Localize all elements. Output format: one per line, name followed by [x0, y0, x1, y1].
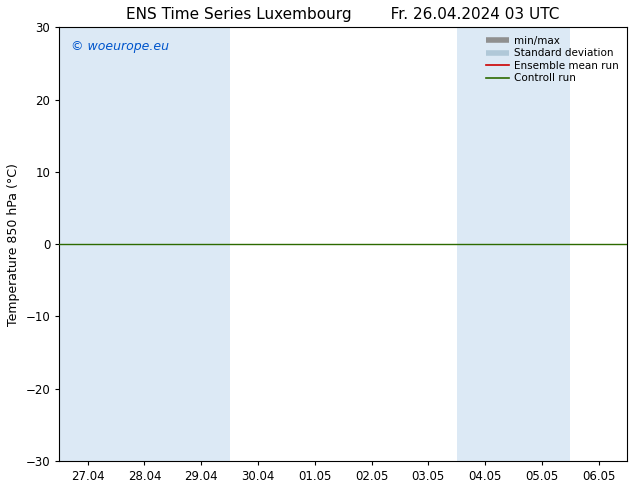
Bar [456, 27, 570, 461]
Title: ENS Time Series Luxembourg        Fr. 26.04.2024 03 UTC: ENS Time Series Luxembourg Fr. 26.04.202… [126, 7, 560, 22]
Text: © woeurope.eu: © woeurope.eu [70, 40, 169, 53]
Bar [59, 27, 116, 461]
Legend: min/max, Standard deviation, Ensemble mean run, Controll run: min/max, Standard deviation, Ensemble me… [482, 32, 622, 87]
Y-axis label: Temperature 850 hPa (°C): Temperature 850 hPa (°C) [7, 163, 20, 325]
Bar [627, 27, 634, 461]
Bar [116, 27, 230, 461]
